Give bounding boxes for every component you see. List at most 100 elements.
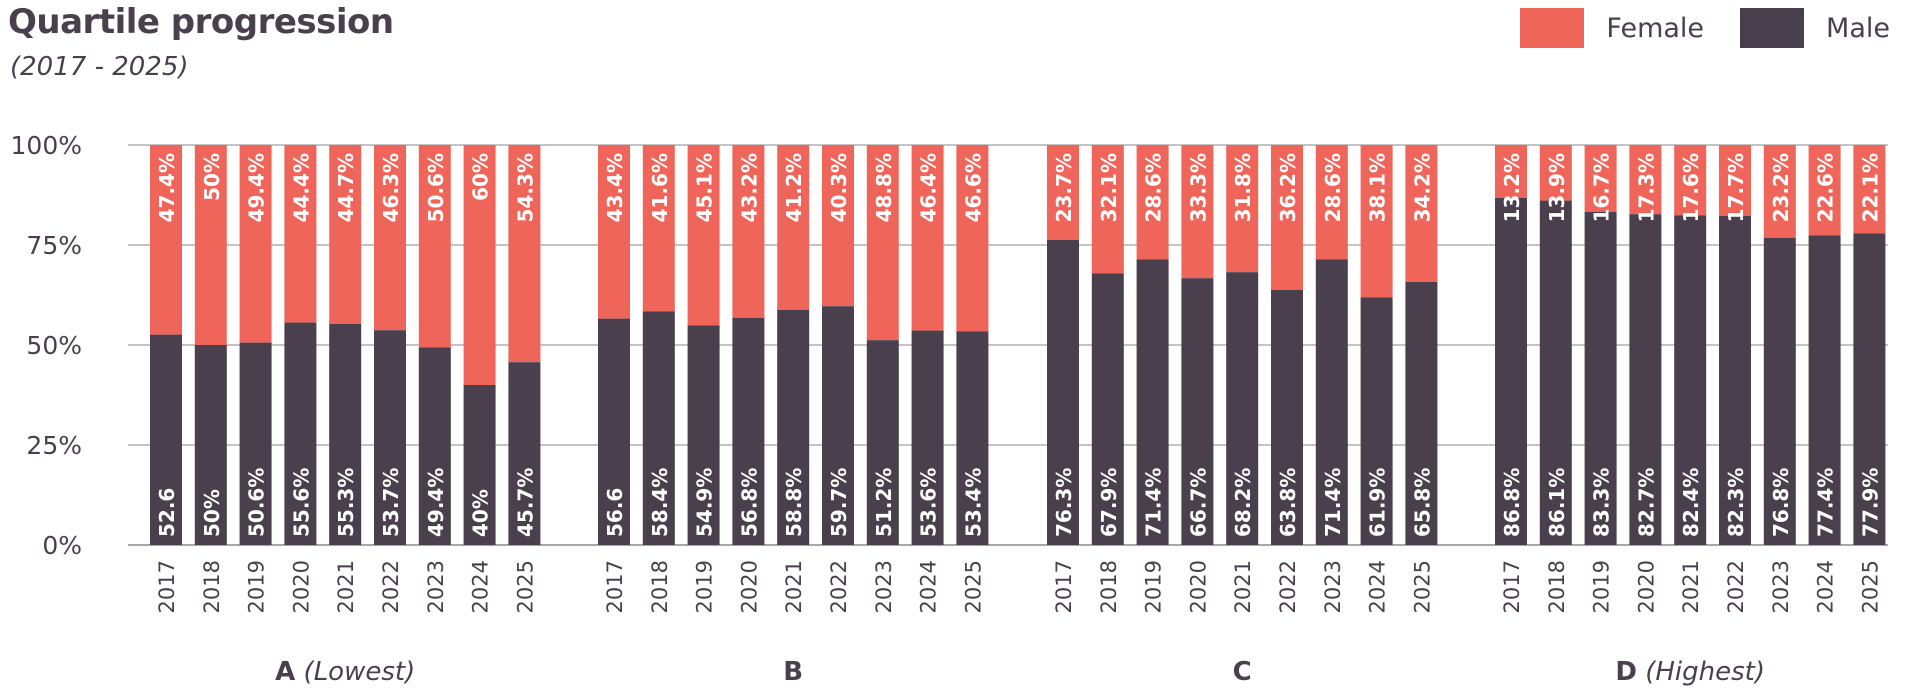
legend-swatch-male [1740, 8, 1805, 48]
y-tick-label: 50% [26, 331, 82, 360]
x-tick-label: 2024 [917, 560, 941, 613]
bar-female-b-2020 [732, 145, 765, 318]
data-label-male: 76.3% [1052, 468, 1076, 537]
bar-male-b-2024 [911, 330, 944, 545]
data-label-male: 59.7% [827, 468, 851, 537]
data-label-female: 22.6% [1814, 153, 1838, 222]
bar-male-d-2020 [1629, 214, 1662, 545]
data-label-female: 28.6% [1321, 153, 1345, 222]
data-label-male: 63.8% [1276, 468, 1300, 537]
data-label-female: 13.2% [1500, 153, 1524, 222]
bar-male-c-2020 [1181, 278, 1214, 545]
legend-label-female: Female [1606, 12, 1705, 44]
data-label-female: 49.4% [245, 153, 269, 222]
x-tick-label: 2017 [1500, 560, 1524, 613]
bar-female-d-2023 [1763, 145, 1796, 238]
x-tick-label: 2025 [1410, 560, 1434, 613]
x-tick-label: 2017 [1052, 560, 1076, 613]
x-tick-label: 2022 [1724, 560, 1748, 613]
x-tick-label: 2018 [1545, 560, 1569, 613]
bar-male-a-2018 [194, 345, 227, 545]
data-label-male: 76.8% [1769, 468, 1793, 537]
data-label-male: 86.8% [1500, 468, 1524, 537]
x-tick-label: 2018 [648, 560, 672, 613]
bar-male-c-2022 [1271, 289, 1303, 545]
bar-female-d-2022 [1719, 145, 1751, 216]
bar-male-c-2018 [1091, 273, 1124, 545]
bar-male-d-2023 [1763, 237, 1796, 546]
data-label-female: 36.2% [1276, 153, 1300, 222]
x-tick-label: 2018 [1097, 560, 1121, 613]
data-label-male: 65.8% [1410, 468, 1434, 537]
data-label-male: 58.4% [648, 468, 672, 537]
data-label-male: 53.7% [379, 468, 403, 537]
x-tick-label: 2019 [1590, 560, 1614, 613]
data-label-male: 56.6 [603, 488, 627, 537]
data-label-female: 38.1% [1366, 153, 1390, 222]
data-label-female: 41.2% [782, 153, 806, 222]
bar-male-a-2022 [374, 330, 406, 545]
bar-female-b-2017 [598, 145, 630, 319]
data-label-female: 13.9% [1545, 153, 1569, 222]
x-tick-label: 2020 [1186, 560, 1210, 613]
x-tick-label: 2018 [200, 560, 224, 613]
data-label-male: 53.6% [917, 468, 941, 537]
legend-item-male: Male [1740, 8, 1890, 48]
x-tick-label: 2022 [827, 560, 851, 613]
x-tick-label: 2017 [603, 560, 627, 613]
data-label-male: 77.4% [1814, 468, 1838, 537]
data-label-female: 46.6% [961, 153, 985, 222]
data-label-female: 46.3% [379, 153, 403, 222]
data-label-female: 41.6% [648, 153, 672, 222]
x-tick-label: 2017 [155, 560, 179, 613]
x-tick-label: 2023 [872, 560, 896, 613]
data-label-female: 28.6% [1142, 153, 1166, 222]
data-label-male: 49.4% [424, 468, 448, 537]
bar-male-a-2024 [463, 385, 496, 545]
x-tick-label: 2024 [1366, 560, 1390, 613]
data-label-male: 82.3% [1724, 468, 1748, 537]
x-tick-label: 2020 [289, 560, 313, 613]
bar-male-a-2020 [284, 322, 317, 545]
bar-male-a-2017 [150, 334, 182, 545]
data-label-female: 17.3% [1634, 153, 1658, 222]
data-label-male: 86.1% [1545, 468, 1569, 537]
y-tick-label: 0% [42, 531, 82, 560]
group-label: D (Highest) [1615, 657, 1765, 687]
data-label-male: 40% [469, 489, 493, 537]
bar-male-b-2022 [822, 306, 854, 545]
data-label-male: 51.2% [872, 468, 896, 537]
x-tick-label: 2025 [961, 560, 985, 613]
bar-female-a-2024 [463, 145, 496, 385]
group-label: C [1233, 657, 1252, 687]
legend-item-female: Female [1520, 8, 1704, 48]
data-label-male: 71.4% [1142, 468, 1166, 537]
bar-male-a-2021 [329, 323, 362, 545]
bar-male-b-2023 [866, 340, 899, 545]
x-tick-label: 2019 [245, 560, 269, 613]
y-tick-label: 75% [26, 231, 82, 260]
x-tick-label: 2025 [1858, 560, 1882, 613]
group-label: A (Lowest) [275, 657, 415, 687]
bar-female-d-2021 [1674, 145, 1707, 216]
bar-female-a-2023 [418, 145, 451, 348]
data-label-male: 56.8% [737, 468, 761, 537]
bar-female-d-2018 [1539, 145, 1572, 201]
data-label-male: 52.6 [155, 488, 179, 537]
data-label-female: 60% [469, 153, 493, 201]
bar-male-b-2025 [956, 331, 989, 545]
bar-male-d-2022 [1719, 215, 1751, 546]
data-label-female: 50.6% [424, 153, 448, 222]
x-tick-label: 2023 [424, 560, 448, 613]
bar-female-a-2017 [150, 145, 182, 335]
data-label-female: 45.1% [693, 153, 717, 222]
group-label: B [783, 657, 803, 687]
bar-female-c-2025 [1405, 145, 1438, 282]
x-tick-label: 2021 [334, 560, 358, 613]
bar-female-c-2017 [1047, 145, 1079, 240]
bar-male-a-2019 [239, 342, 272, 545]
data-label-male: 58.8% [782, 468, 806, 537]
data-label-female: 48.8% [872, 153, 896, 222]
bar-female-a-2020 [284, 145, 317, 323]
